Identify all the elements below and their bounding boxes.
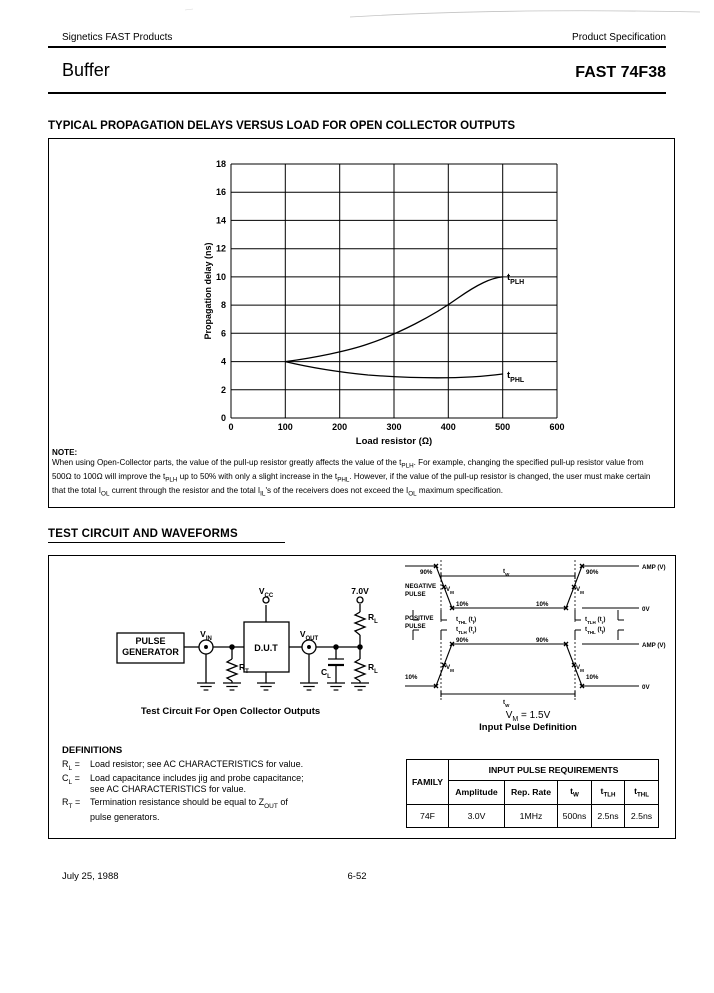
- svg-text:PULSE: PULSE: [135, 636, 165, 646]
- svg-text:NEGATIVE: NEGATIVE: [405, 583, 436, 590]
- svg-text:Load resistor (Ω): Load resistor (Ω): [356, 436, 432, 447]
- svg-text:2: 2: [221, 385, 226, 395]
- svg-text:tPLH: tPLH: [507, 272, 524, 286]
- svg-text:VM: VM: [446, 664, 454, 673]
- svg-text:POSITIVE: POSITIVE: [405, 615, 434, 622]
- svg-text:18: 18: [216, 159, 226, 169]
- svg-text:AMP (V): AMP (V): [642, 642, 666, 649]
- svg-text:7.0V: 7.0V: [351, 586, 369, 596]
- svg-text:tTLH (tr): tTLH (tr): [456, 626, 476, 635]
- svg-text:Propagation delay (ns): Propagation delay (ns): [203, 242, 213, 339]
- svg-text:tTLH (tr): tTLH (tr): [585, 616, 605, 625]
- svg-text:VM: VM: [446, 586, 454, 595]
- svg-text:16: 16: [216, 187, 226, 197]
- svg-text:0V: 0V: [642, 684, 650, 691]
- svg-text:10%: 10%: [405, 674, 418, 681]
- svg-text:VM: VM: [576, 586, 584, 595]
- svg-text:90%: 90%: [536, 637, 549, 644]
- svg-text:tTHL (tf): tTHL (tf): [585, 626, 605, 635]
- svg-text:tW: tW: [503, 568, 510, 577]
- svg-text:0V: 0V: [642, 606, 650, 613]
- svg-text:tPHL: tPHL: [507, 370, 525, 384]
- svg-text:GENERATOR: GENERATOR: [122, 647, 179, 657]
- svg-text:CL: CL: [321, 667, 331, 680]
- svg-text:4: 4: [221, 357, 226, 367]
- svg-text:90%: 90%: [456, 637, 469, 644]
- svg-text:600: 600: [549, 422, 564, 432]
- svg-text:VIN: VIN: [200, 629, 212, 642]
- svg-text:0: 0: [221, 413, 226, 423]
- svg-text:tTHL (tf): tTHL (tf): [456, 616, 476, 625]
- svg-text:500: 500: [495, 422, 510, 432]
- svg-text:300: 300: [386, 422, 401, 432]
- svg-text:VM: VM: [576, 664, 584, 673]
- svg-text:RL: RL: [368, 662, 378, 675]
- svg-text:0: 0: [228, 422, 233, 432]
- svg-text:VCC: VCC: [259, 586, 274, 599]
- svg-text:90%: 90%: [420, 569, 433, 576]
- svg-text:10: 10: [216, 272, 226, 282]
- svg-text:100: 100: [278, 422, 293, 432]
- svg-text:PULSE: PULSE: [405, 623, 426, 630]
- svg-text:AMP (V): AMP (V): [642, 564, 666, 571]
- svg-text:10%: 10%: [586, 674, 599, 681]
- svg-text:PULSE: PULSE: [405, 591, 426, 598]
- svg-text:RL: RL: [368, 612, 378, 625]
- svg-text:VOUT: VOUT: [300, 629, 319, 642]
- svg-text:12: 12: [216, 244, 226, 254]
- svg-text:400: 400: [441, 422, 456, 432]
- svg-text:14: 14: [216, 215, 226, 225]
- svg-text:8: 8: [221, 300, 226, 310]
- svg-text:10%: 10%: [536, 601, 549, 608]
- svg-text:6: 6: [221, 328, 226, 338]
- svg-text:90%: 90%: [586, 569, 599, 576]
- svg-text:10%: 10%: [456, 601, 469, 608]
- svg-text:RT: RT: [239, 662, 249, 675]
- svg-text:tW: tW: [503, 699, 510, 708]
- svg-text:200: 200: [332, 422, 347, 432]
- svg-text:D.U.T: D.U.T: [254, 643, 278, 653]
